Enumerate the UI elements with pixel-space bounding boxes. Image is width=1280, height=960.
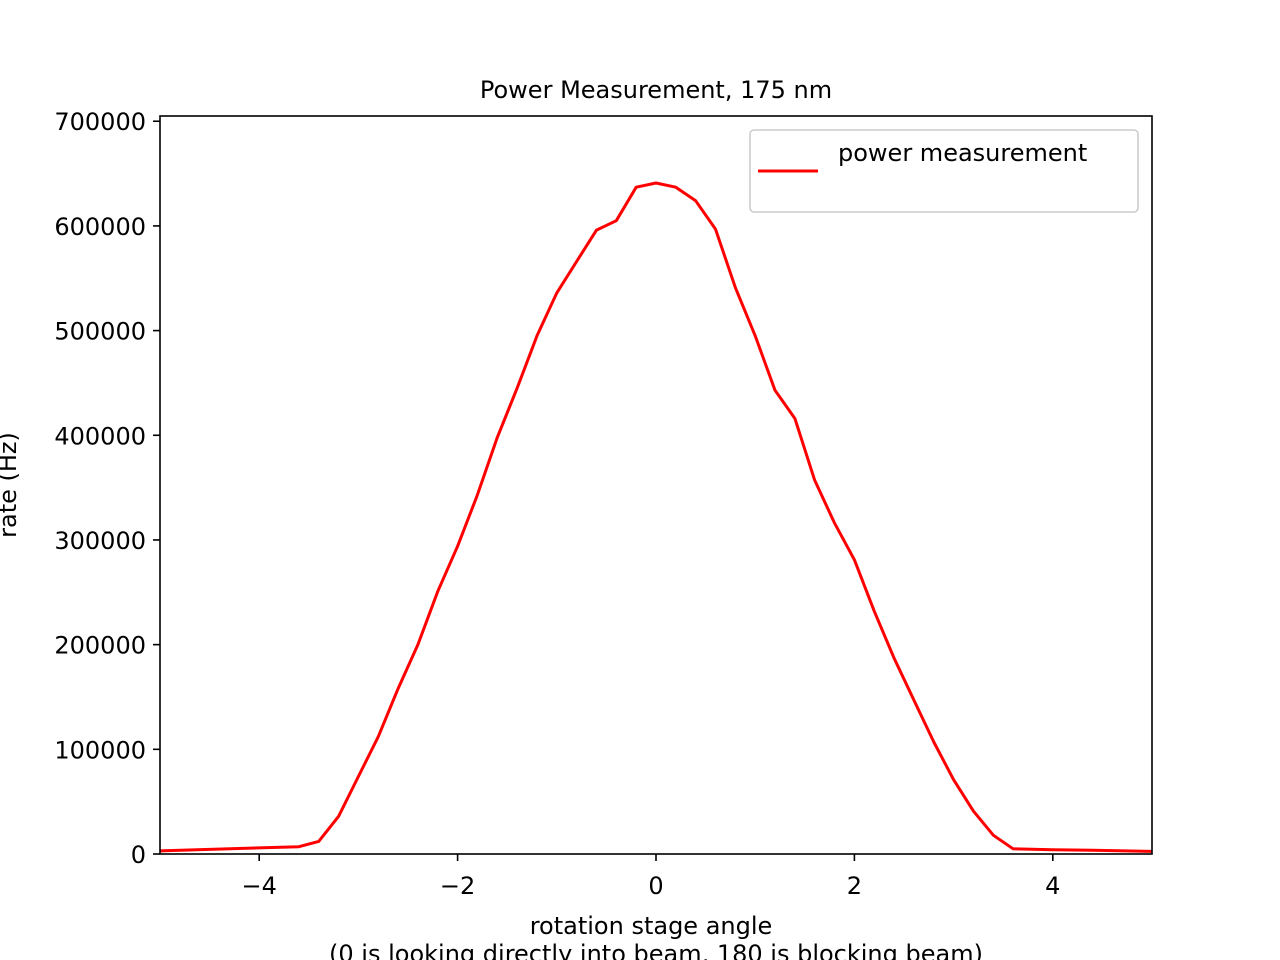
axes-frame	[159, 115, 1153, 855]
y-tick-label: 300000	[54, 527, 146, 555]
x-axis-label-line-2: (0 is looking directly into beam, 180 is…	[329, 940, 983, 960]
legend-series-label: power measurement	[838, 139, 1087, 167]
plot-area	[159, 181, 1153, 853]
y-tick-label: 0	[131, 841, 146, 869]
x-tick-label: −2	[440, 872, 475, 900]
x-tick-label: −4	[242, 872, 277, 900]
y-tick-label: 500000	[54, 318, 146, 346]
x-axis-label-line-1: rotation stage angle	[530, 912, 773, 940]
legend: power measurement	[749, 129, 1139, 213]
y-tick-label: 100000	[54, 736, 146, 764]
y-tick-label: 700000	[54, 108, 146, 136]
x-tick-label: 2	[847, 872, 862, 900]
x-tick-label: 4	[1045, 872, 1060, 900]
y-tick-label: 200000	[54, 632, 146, 660]
axes: −4 −2 0 2 4 0 100000 200000 300000 400000 500000 60…	[54, 108, 1060, 900]
legend-box	[749, 129, 1139, 213]
y-tick-label: 400000	[54, 422, 146, 450]
series-line-1	[159, 181, 1153, 853]
y-tick-label: 600000	[54, 213, 146, 241]
y-axis-label: rate (Hz)	[0, 432, 22, 538]
chart-title: Power Measurement, 175 nm	[480, 76, 832, 104]
x-tick-label: 0	[648, 872, 663, 900]
